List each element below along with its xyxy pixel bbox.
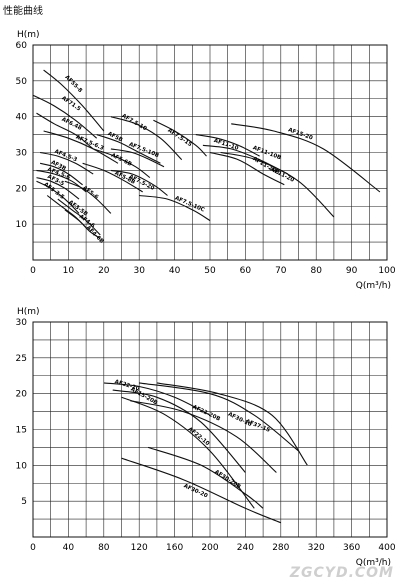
- upper-x-tick-label: 20: [98, 266, 110, 276]
- upper-y-tick-label: 20: [16, 184, 28, 194]
- upper-series-line-10: [39, 162, 83, 186]
- upper-series-line-16: [57, 198, 101, 236]
- upper-y-tick-label: 40: [16, 113, 28, 123]
- upper-series-line-13: [36, 180, 80, 214]
- upper-series-line-5: [110, 116, 183, 161]
- lower-x-tick-label: 240: [237, 543, 254, 553]
- lower-series-line-7: [147, 446, 264, 509]
- lower-y-tick-label: 10: [16, 461, 28, 471]
- upper-series-line-8: [93, 148, 151, 179]
- lower-x-tick-label: 80: [98, 543, 110, 553]
- lower-series-line-0: [103, 382, 211, 416]
- upper-series-line-9: [39, 151, 94, 175]
- lower-series-label-6: AF30-20: [183, 483, 209, 499]
- upper-series-line-23: [220, 151, 335, 218]
- upper-x-tick-label: 50: [204, 266, 216, 276]
- upper-y-tick-label: 30: [16, 149, 28, 159]
- upper-series-line-1: [33, 94, 98, 139]
- upper-series-line-3: [43, 130, 119, 164]
- upper-series-line-4: [96, 134, 161, 164]
- upper-x-tick-label: 30: [133, 266, 145, 276]
- performance-chart-upper: 0 10 20 30 40 50 60 70 80 90 100102030405060H(m)Q(…: [16, 30, 396, 291]
- upper-y-axis-label: H(m): [17, 30, 40, 40]
- lower-x-tick-label: 120: [131, 543, 148, 553]
- upper-series-line-20: [139, 194, 211, 222]
- upper-y-tick-label: 50: [16, 77, 28, 87]
- upper-series-line-2: [36, 112, 94, 150]
- lower-x-tick-label: 400: [378, 543, 395, 553]
- upper-x-tick-label: 80: [310, 266, 322, 276]
- upper-y-tick-label: 60: [16, 41, 28, 51]
- lower-y-tick-label: 30: [16, 318, 28, 328]
- lower-frame: [32, 321, 388, 538]
- lower-series-line-3: [130, 400, 277, 473]
- lower-y-tick-label: 20: [16, 390, 28, 400]
- upper-series-line-12: [36, 177, 80, 200]
- lower-grid: [32, 321, 388, 538]
- page-title: 性能曲线: [3, 6, 43, 17]
- upper-y-tick-label: 10: [16, 220, 28, 230]
- lower-x-tick-label: 200: [201, 543, 218, 553]
- lower-x-axis-label: Q(m³/h): [356, 558, 391, 568]
- upper-frame: [32, 44, 388, 261]
- upper-series-line-25: [231, 123, 381, 193]
- upper-series-line-0: [43, 69, 105, 132]
- lower-series-line-2: [121, 396, 255, 509]
- upper-series-line-14: [64, 180, 112, 214]
- lower-x-tick-label: 160: [166, 543, 183, 553]
- upper-series-line-21: [195, 134, 260, 157]
- watermark: ZGCYD.COM: [289, 565, 394, 581]
- lower-x-tick-label: 0: [30, 543, 36, 553]
- upper-series-line-7: [110, 148, 165, 168]
- upper-x-tick-label: 100: [378, 266, 395, 276]
- lower-series-line-5: [156, 382, 308, 466]
- upper-x-tick-label: 40: [169, 266, 181, 276]
- upper-x-tick-label: 0: [30, 266, 36, 276]
- upper-x-axis-label: Q(m³/h): [356, 281, 391, 291]
- upper-series-line-17: [64, 209, 101, 239]
- lower-x-tick-label: 320: [308, 543, 325, 553]
- lower-y-tick-label: 15: [16, 426, 27, 436]
- upper-series-line-24: [209, 151, 285, 186]
- upper-x-tick-label: 70: [275, 266, 287, 276]
- upper-series-line-19: [110, 169, 168, 196]
- lower-x-tick-label: 280: [272, 543, 289, 553]
- upper-x-tick-label: 60: [240, 266, 252, 276]
- lower-y-tick-label: 5: [21, 497, 27, 507]
- lower-x-tick-label: 40: [63, 543, 75, 553]
- lower-y-axis-label: H(m): [17, 307, 40, 317]
- upper-x-tick-label: 10: [63, 266, 75, 276]
- lower-y-tick-label: 25: [16, 354, 27, 364]
- lower-x-tick-label: 360: [343, 543, 360, 553]
- upper-series-line-18: [82, 162, 143, 193]
- lower-series-line-1: [112, 389, 246, 473]
- lower-series-line-6: [121, 457, 282, 524]
- lower-series-line-4: [139, 382, 299, 452]
- upper-series-line-6: [153, 119, 207, 157]
- upper-x-tick-label: 90: [346, 266, 358, 276]
